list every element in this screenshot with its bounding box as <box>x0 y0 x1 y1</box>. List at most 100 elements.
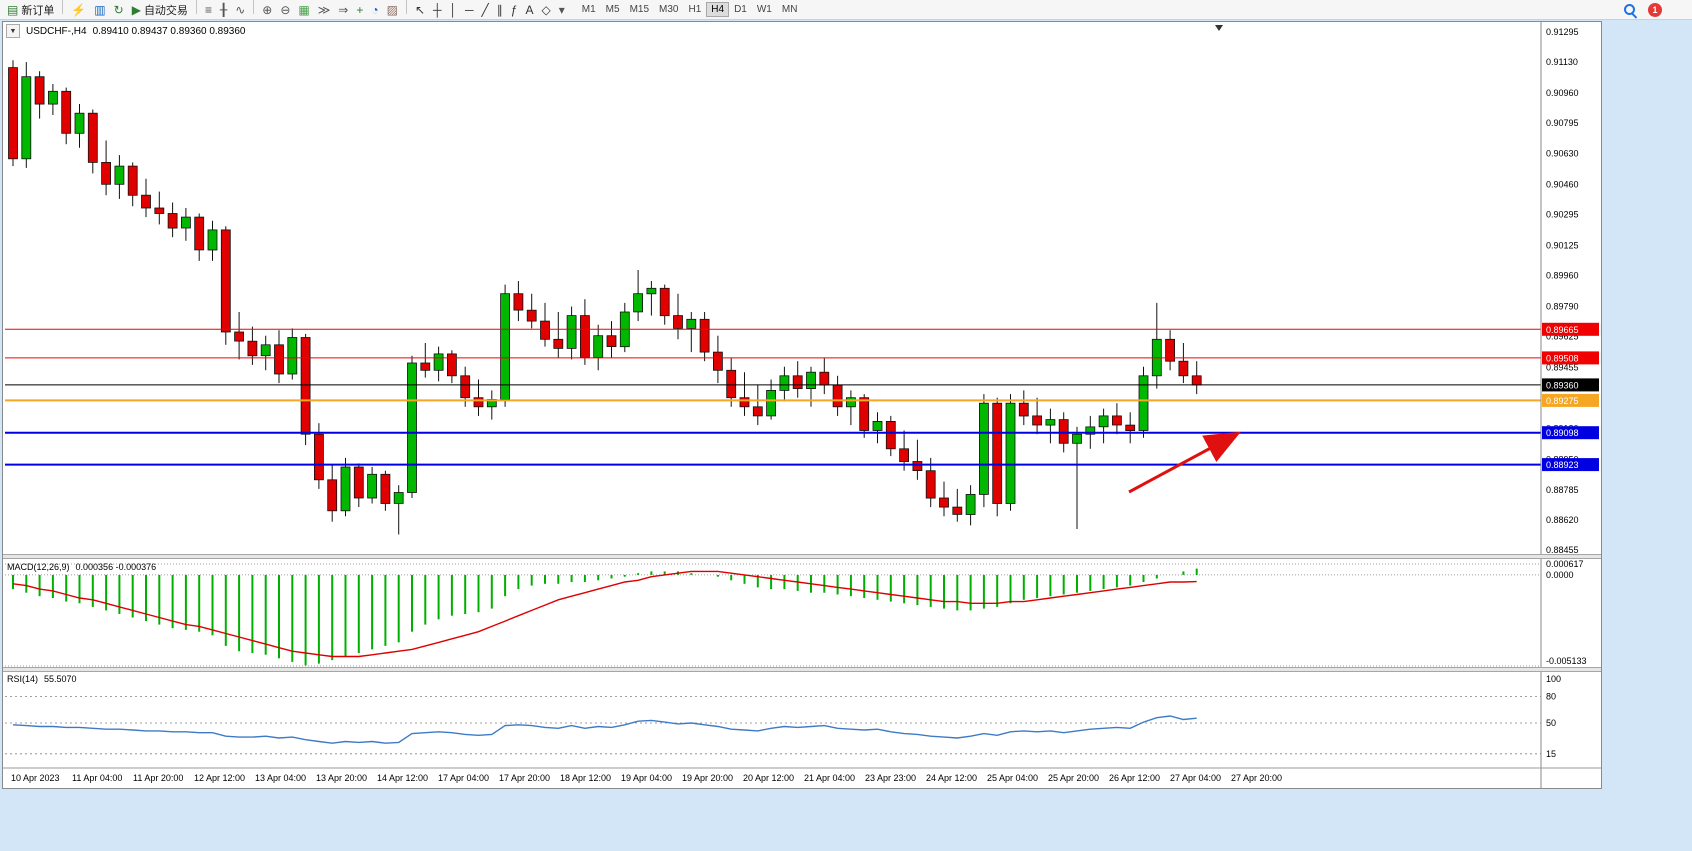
candlestick-chart-icon[interactable]: ╂ <box>216 1 231 19</box>
text-icon[interactable]: A <box>521 1 537 19</box>
ohlc-values: 0.89410 0.89437 0.89360 0.89360 <box>92 25 246 37</box>
candle-body <box>633 293 643 313</box>
vertical-line-icon[interactable]: │ <box>446 1 462 19</box>
time-axis-label: 20 Apr 12:00 <box>743 773 794 783</box>
candle-body <box>500 293 511 400</box>
rsi-name: RSI(14) <box>7 674 39 684</box>
channel-icon[interactable]: ∥ <box>493 1 507 19</box>
timeframe-group: M1 M5 M15 M30 H1 H4 D1 W1 MN <box>577 2 803 17</box>
timeframe-m1[interactable]: M1 <box>581 4 596 15</box>
periods-clock-icon[interactable]: ◔ <box>367 1 382 19</box>
candle-body <box>87 112 98 163</box>
price-axis: 0.91295 0.91130 0.90960 0.90795 0.90630 0.904… <box>1546 27 1579 555</box>
trendline-icon[interactable]: ╱ <box>478 1 493 19</box>
candle-body <box>247 340 258 357</box>
templates-icon[interactable]: ▨ <box>383 1 402 19</box>
price-tick-label: 0.88455 <box>1546 545 1579 555</box>
candle-body <box>659 287 670 317</box>
bar-chart-icon[interactable]: ≡ <box>201 1 216 19</box>
time-axis-label: 17 Apr 04:00 <box>438 773 489 783</box>
price-tick-label: 0.90295 <box>1546 209 1579 219</box>
fibonacci-icon[interactable]: ƒ <box>507 1 522 19</box>
timeframe-m5[interactable]: M5 <box>605 4 620 15</box>
auto-trading-button-label: 自动交易 <box>143 5 188 17</box>
crosshair-icon: ┼ <box>433 3 442 17</box>
chart-window: 0.91295 0.91130 0.90960 0.90795 0.90630 0.904… <box>2 21 1602 789</box>
channel-icon: ∥ <box>496 3 503 17</box>
candle-body <box>686 318 697 329</box>
timeframe-w1[interactable]: W1 <box>756 4 772 15</box>
line-chart-icon[interactable]: ∿ <box>231 1 249 19</box>
candle-body <box>939 497 949 508</box>
panel-splitter-macd[interactable] <box>3 554 1601 559</box>
new-order-icon: ▤ <box>7 3 19 17</box>
toolbar-button-group: ▤ 新订单 ⚡ ▥ ↻ ▶ 自动交易 ≡ ╂ ∿ ⊕ ⊖ ▦ ≫ ⇒ + ◔ ▨ ↖ ┼ │ ─ ╱ ∥ ƒ A ◇ ▾ <box>3 0 569 19</box>
candle-body <box>739 397 750 408</box>
candle-body <box>207 229 218 251</box>
candle-body <box>699 318 710 353</box>
timeframe-mn[interactable]: MN <box>781 4 798 15</box>
chart-shift-icon[interactable]: ⇒ <box>334 1 352 19</box>
toolbar-separator <box>195 0 197 14</box>
time-axis-label: 27 Apr 20:00 <box>1231 773 1282 783</box>
candle-body <box>1085 426 1096 435</box>
candle-body <box>1165 338 1175 362</box>
cursor-icon: ↖ <box>414 3 426 17</box>
timeframe-m15[interactable]: M15 <box>629 4 650 15</box>
timeframe-h4[interactable]: H4 <box>706 2 730 17</box>
profile-chart-icon[interactable]: ▥ <box>90 1 109 19</box>
candle-body <box>287 337 298 375</box>
search-icon[interactable] <box>1622 2 1638 18</box>
timeframe-h1[interactable]: H1 <box>688 4 702 15</box>
auto-scroll-icon[interactable]: ≫ <box>314 1 335 19</box>
candle-body <box>167 213 178 229</box>
zoom-out-icon[interactable]: ⊖ <box>276 1 294 19</box>
candle-body <box>553 338 564 349</box>
time-axis-label: 26 Apr 12:00 <box>1109 773 1160 783</box>
time-axis-label: 24 Apr 12:00 <box>926 773 977 783</box>
candle-body <box>566 315 577 349</box>
candle-body <box>1138 375 1149 431</box>
arrow-tools-icon[interactable]: ◇ <box>537 1 554 19</box>
macd-axis-label: 0.000617 <box>1546 559 1584 569</box>
indicators-icon[interactable]: + <box>352 1 367 19</box>
rsi-panel: 100 80 50 15 <box>5 674 1561 759</box>
zoom-in-icon[interactable]: ⊕ <box>258 1 276 19</box>
timeframe-d1[interactable]: D1 <box>734 4 747 15</box>
templates-icon: ▨ <box>386 3 398 17</box>
timeframe-m30[interactable]: M30 <box>659 4 679 15</box>
chart-shift-marker-icon[interactable] <box>1215 25 1223 31</box>
toolbar-separator <box>62 0 64 14</box>
new-order-button[interactable]: ▤ 新订单 <box>3 1 58 19</box>
horizontal-line-icon[interactable]: ─ <box>461 1 478 19</box>
candle-body <box>34 76 45 105</box>
shapes-dropdown-icon[interactable]: ▾ <box>555 1 569 19</box>
candle-body <box>832 384 843 408</box>
price-tag: 0.88923 <box>1542 458 1599 472</box>
time-axis-label: 13 Apr 04:00 <box>255 773 306 783</box>
candle-body <box>393 492 404 504</box>
price-tick-label: 0.91295 <box>1546 27 1579 37</box>
flash-icon[interactable]: ⚡ <box>67 1 90 19</box>
time-axis-label: 14 Apr 12:00 <box>377 773 428 783</box>
time-axis-label: 17 Apr 20:00 <box>499 773 550 783</box>
tile-windows-icon[interactable]: ▦ <box>294 1 313 19</box>
candle-body <box>407 362 417 493</box>
panel-splitter-rsi[interactable] <box>3 667 1601 672</box>
candle-body <box>61 90 72 134</box>
notification-badge[interactable]: 1 <box>1648 3 1662 17</box>
cursor-icon[interactable]: ↖ <box>411 1 429 19</box>
crosshair-icon[interactable]: ┼ <box>429 1 446 19</box>
auto-trading-button[interactable]: ▶ 自动交易 <box>128 1 192 19</box>
candle-body <box>380 473 391 504</box>
price-tag: 0.89275 <box>1542 393 1599 407</box>
refresh-icon[interactable]: ↻ <box>110 1 128 19</box>
candle-body <box>141 194 151 209</box>
chart-dropdown-icon[interactable]: ▼ <box>6 24 20 38</box>
trend-arrow[interactable] <box>1128 431 1241 494</box>
trendline-icon: ╱ <box>481 3 489 17</box>
price-tag-label: 0.89098 <box>1546 428 1579 438</box>
chart-plot-area[interactable]: 0.91295 0.91130 0.90960 0.90795 0.90630 0.904… <box>3 22 1601 788</box>
tile-windows-icon: ▦ <box>298 3 310 17</box>
horizontal-line-icon: ─ <box>465 3 474 17</box>
